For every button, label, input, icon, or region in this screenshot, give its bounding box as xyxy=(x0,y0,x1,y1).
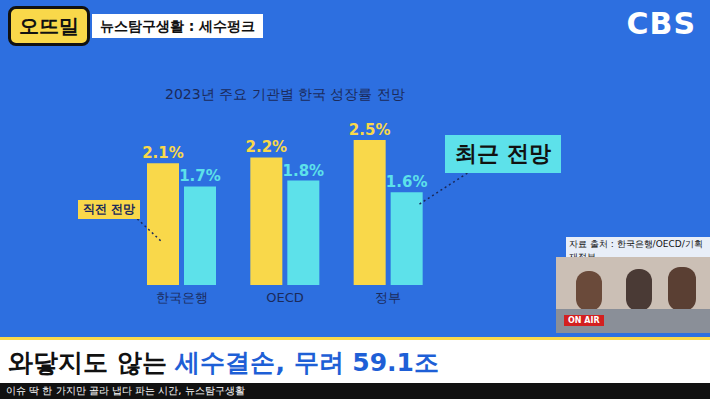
html-text:뉴스탐구생활 : 세수펑크: 뉴스탐구생활 : 세수펑크 xyxy=(100,18,256,34)
html-text:오뜨밀: 오뜨밀 xyxy=(19,14,79,38)
html-text:2023년 주요 기관별 한국 성장률 전망: 2023년 주요 기관별 한국 성장률 전망 xyxy=(165,86,405,102)
svg-text:한국은행: 한국은행 xyxy=(156,290,208,305)
svg-text:1.8%: 1.8% xyxy=(283,162,325,180)
html-text:최근 전망: 최근 전망 xyxy=(455,141,551,166)
svg-text:2.1%: 2.1% xyxy=(142,144,184,162)
svg-text:1.6%: 1.6% xyxy=(386,173,428,191)
svg-text:1.7%: 1.7% xyxy=(179,167,221,185)
html-text:CBS: CBS xyxy=(626,6,696,41)
svg-text:2.2%: 2.2% xyxy=(246,138,288,156)
html-text:ON AIR: ON AIR xyxy=(568,316,600,325)
html-text:직전 전망: 직전 전망 xyxy=(83,202,136,216)
html-text:자료 출처 : 한국은행/OECD/기획재정부: 자료 출처 : 한국은행/OECD/기획재정부 xyxy=(569,239,703,262)
svg-text:OECD: OECD xyxy=(266,290,304,305)
html-text:와닿지도 않는세수결손, 무려 59.1조: 와닿지도 않는세수결손, 무려 59.1조 xyxy=(8,348,439,377)
svg-text:2.5%: 2.5% xyxy=(349,121,391,139)
html-text:이슈 딱 한 가지만 골라 냅다 파는 시간, 뉴스탐구생활: 이슈 딱 한 가지만 골라 냅다 파는 시간, 뉴스탐구생활 xyxy=(6,385,245,396)
svg-text:정부: 정부 xyxy=(375,290,401,305)
